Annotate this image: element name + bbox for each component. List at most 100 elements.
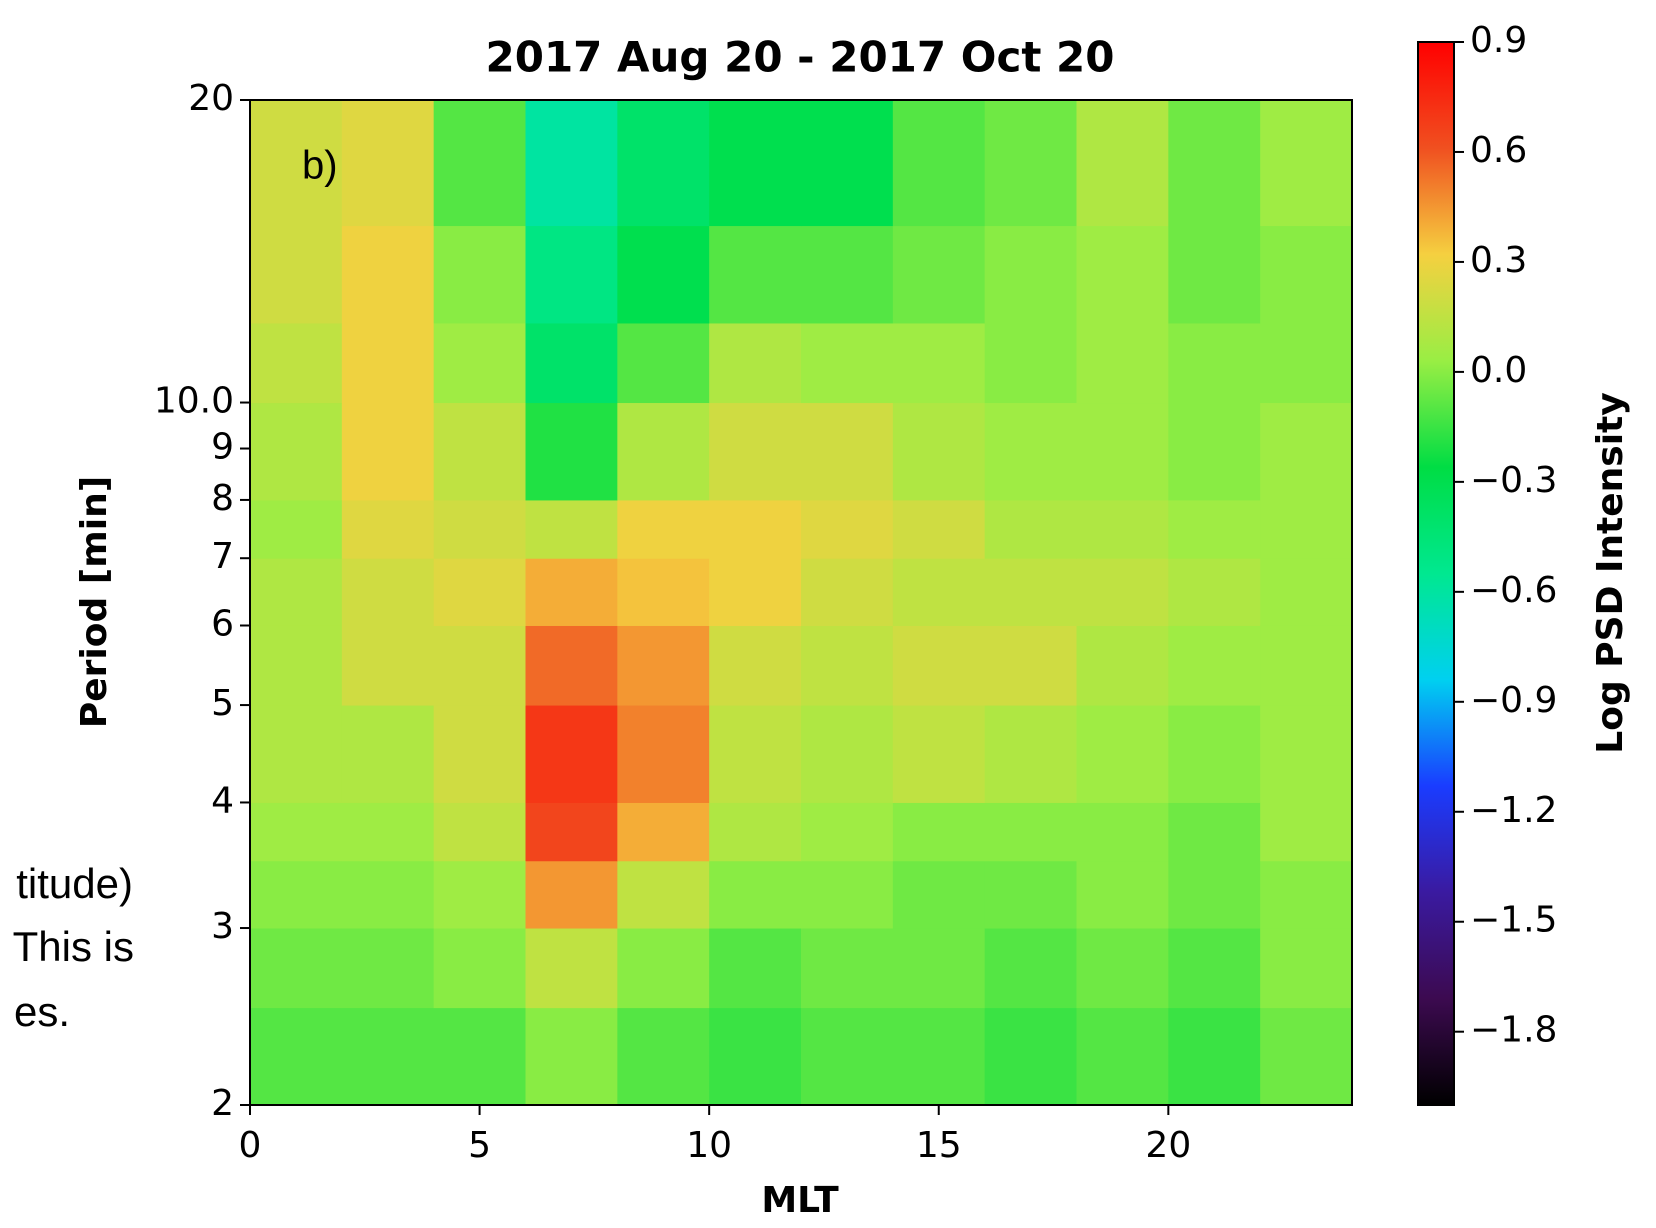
heat-cell	[525, 322, 618, 404]
heat-cell	[617, 100, 710, 227]
heat-cell	[1260, 860, 1353, 929]
y-axis-label: Period [min]	[74, 476, 115, 728]
heat-cell	[341, 225, 435, 324]
heat-cell	[892, 625, 986, 706]
x-tick-label: 15	[916, 1125, 962, 1166]
heat-cell	[341, 499, 435, 559]
heat-cell	[250, 625, 343, 706]
heat-cell	[433, 558, 526, 626]
colorbar-tick-label: −0.3	[1470, 460, 1557, 501]
heat-cell	[525, 705, 618, 803]
heat-cell	[1168, 225, 1261, 324]
y-tick-label: 6	[211, 603, 234, 644]
heat-cell	[617, 402, 710, 501]
heat-cell	[1076, 860, 1169, 929]
heat-cell	[250, 860, 343, 929]
heat-cell	[1260, 558, 1353, 626]
heat-cell	[1168, 322, 1261, 404]
heat-cell	[1076, 705, 1169, 803]
y-tick-label: 8	[211, 478, 234, 519]
heat-cell	[1168, 100, 1261, 227]
heat-cell	[709, 928, 802, 1009]
heat-cell	[801, 928, 894, 1009]
x-tick-label: 5	[468, 1125, 491, 1166]
heat-cell	[1076, 625, 1169, 706]
heat-cell	[709, 802, 802, 862]
colorbar-tick-label: −1.8	[1470, 1010, 1557, 1051]
heat-cell	[433, 225, 526, 324]
heat-cell	[341, 860, 435, 929]
heat-cell	[709, 1007, 802, 1106]
heat-cell	[341, 558, 435, 626]
heat-cell	[341, 1007, 435, 1106]
heat-cell	[892, 499, 986, 559]
x-tick-label: 20	[1145, 1125, 1191, 1166]
heat-cell	[525, 625, 618, 706]
heat-cell	[250, 1007, 343, 1106]
heat-cell	[1168, 625, 1261, 706]
heat-cell	[892, 100, 986, 227]
heat-cell	[984, 558, 1077, 626]
heat-cell	[709, 625, 802, 706]
heat-cell	[801, 705, 894, 803]
y-tick-label: 10.0	[154, 381, 234, 422]
heat-cell	[1260, 928, 1353, 1009]
colorbar-label: Log PSD Intensity	[1590, 392, 1631, 753]
heat-cell	[1260, 802, 1353, 862]
heat-cell	[1260, 225, 1353, 324]
heat-cell	[250, 402, 343, 501]
heat-cell	[984, 802, 1077, 862]
colorbar-tick-label: −1.2	[1470, 790, 1557, 831]
heat-cell	[709, 322, 802, 404]
heat-cell	[525, 558, 618, 626]
heat-cell	[341, 705, 435, 803]
heat-cell	[1168, 860, 1261, 929]
heat-cell	[433, 100, 526, 227]
heat-cell	[1076, 558, 1169, 626]
colorbar-tick-label: −0.9	[1470, 680, 1557, 721]
y-tick-label: 7	[211, 536, 234, 577]
heat-cell	[892, 402, 986, 501]
heat-cell	[250, 705, 343, 803]
heat-cell	[1076, 499, 1169, 559]
panel-label: b)	[302, 144, 338, 188]
heat-cell	[525, 802, 618, 862]
x-axis-label: MLT	[761, 1180, 839, 1221]
heat-cell	[1260, 499, 1353, 559]
y-tick-label: 3	[211, 906, 234, 947]
heat-cell	[801, 1007, 894, 1106]
heat-cell	[617, 225, 710, 324]
heat-cell	[341, 802, 435, 862]
y-tick-label: 9	[211, 427, 234, 468]
y-tick-label: 4	[211, 780, 234, 821]
heat-cell	[250, 225, 343, 324]
heat-cell	[250, 802, 343, 862]
heat-cell	[433, 705, 526, 803]
heat-cell	[801, 558, 894, 626]
colorbar-tick-label: 0.3	[1470, 240, 1527, 281]
heat-cell	[617, 499, 710, 559]
heat-cell	[1260, 100, 1353, 227]
heat-cell	[433, 928, 526, 1009]
heat-cell	[433, 322, 526, 404]
heat-cell	[525, 402, 618, 501]
colorbar-tick-label: 0.9	[1470, 20, 1527, 61]
heat-cell	[801, 100, 894, 227]
heat-cell	[250, 558, 343, 626]
heat-cell	[1168, 802, 1261, 862]
heat-cell	[525, 928, 618, 1009]
heat-cell	[709, 705, 802, 803]
x-tick-label: 0	[239, 1125, 262, 1166]
heat-cell	[617, 860, 710, 929]
heat-cell	[525, 225, 618, 324]
heat-cell	[1168, 558, 1261, 626]
heat-cell	[892, 558, 986, 626]
colorbar-tick-label: −0.6	[1470, 570, 1557, 611]
heat-cell	[892, 1007, 986, 1106]
heat-cell	[433, 402, 526, 501]
heat-cell	[1168, 1007, 1261, 1106]
heat-cell	[341, 402, 435, 501]
heat-cell	[709, 100, 802, 227]
heat-cell	[984, 860, 1077, 929]
